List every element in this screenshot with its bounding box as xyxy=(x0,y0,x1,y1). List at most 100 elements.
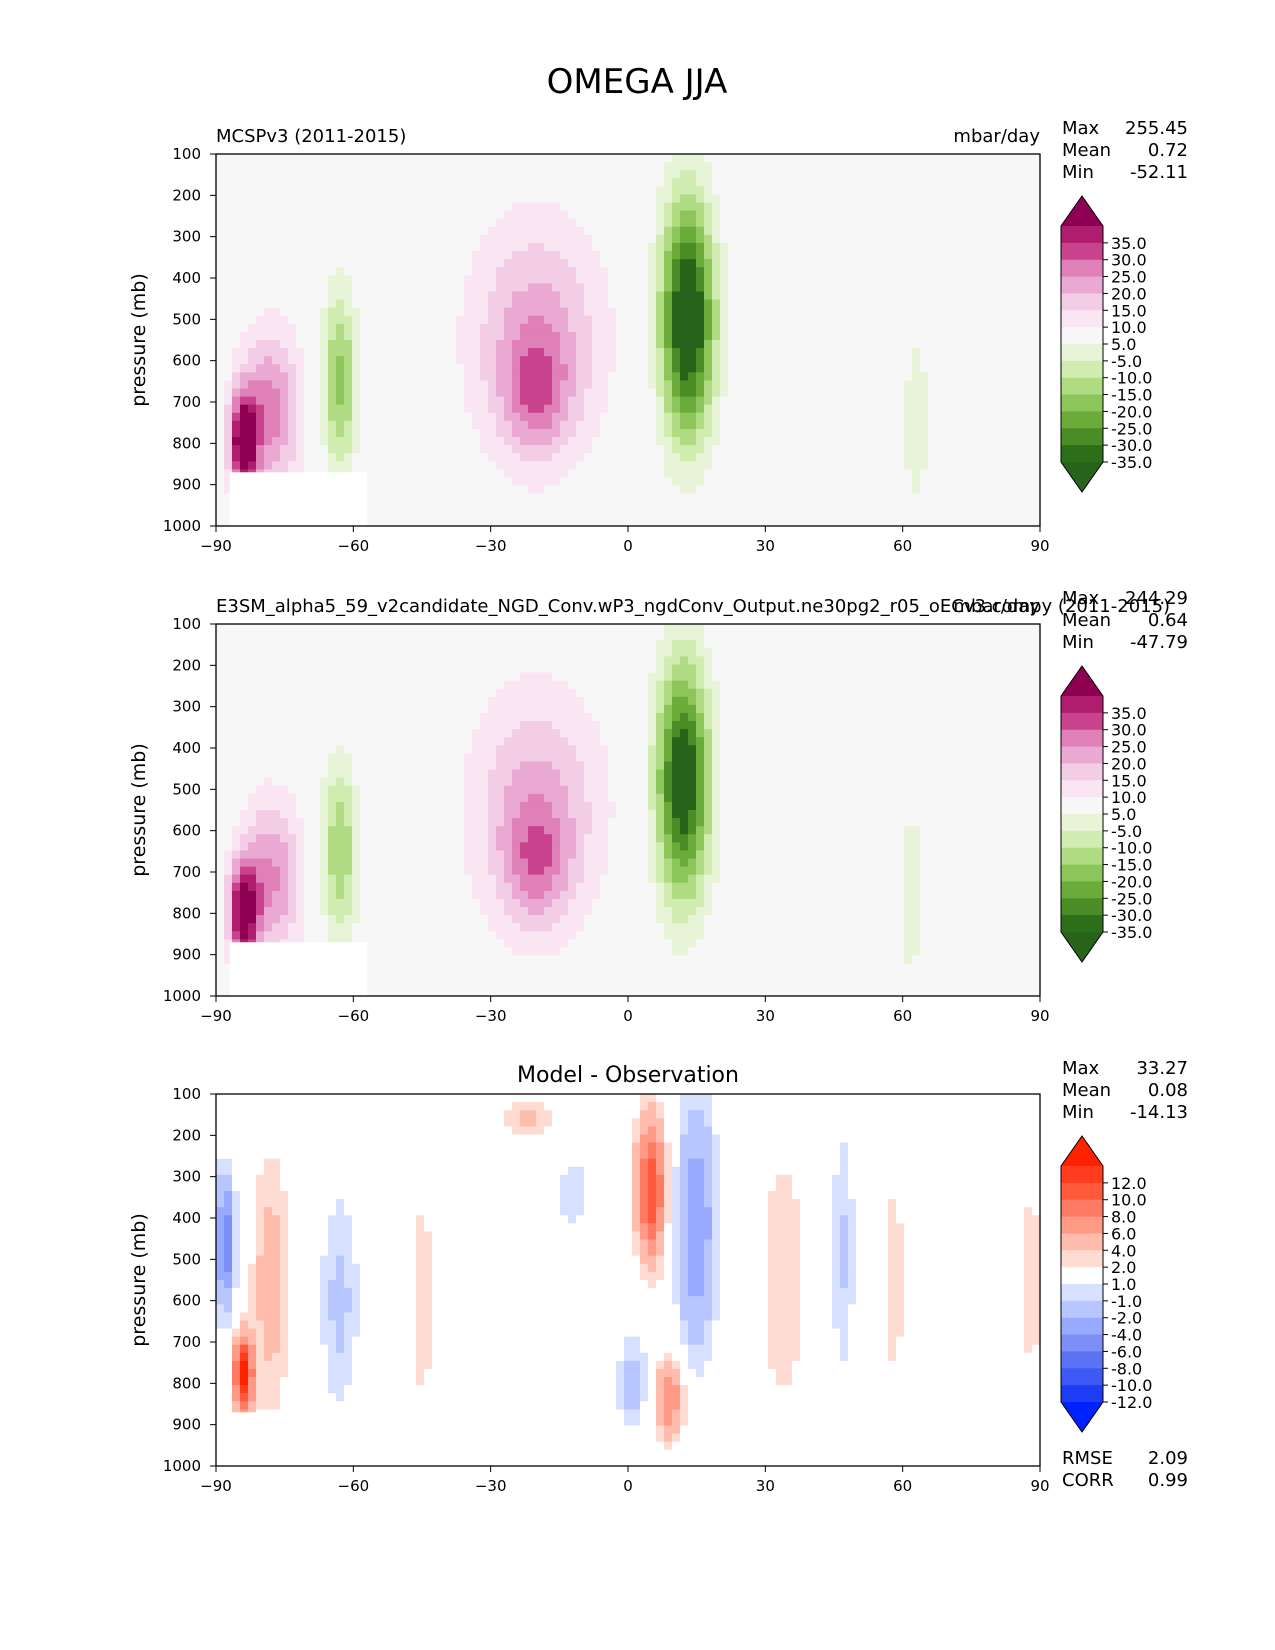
field-cell xyxy=(680,517,689,527)
field-cell xyxy=(384,404,393,414)
field-cell xyxy=(784,291,793,301)
field-cell xyxy=(448,420,457,430)
field-cell xyxy=(448,162,457,171)
field-cell xyxy=(664,291,673,301)
field-cell xyxy=(392,517,401,527)
field-cell xyxy=(520,420,529,430)
field-cell xyxy=(712,372,721,382)
field-cell xyxy=(256,186,265,196)
field-cell xyxy=(480,356,489,365)
field-cell xyxy=(600,461,609,470)
field-cell xyxy=(1024,445,1033,454)
field-cell xyxy=(224,259,233,268)
field-cell xyxy=(704,251,713,260)
field-cell xyxy=(448,283,457,293)
field-cell xyxy=(1008,428,1017,438)
field-cell xyxy=(624,420,633,430)
field-cell xyxy=(840,624,849,633)
field-cell xyxy=(1024,283,1033,293)
field-cell xyxy=(728,251,737,260)
field-cell xyxy=(800,283,809,293)
field-cell xyxy=(344,275,353,284)
field-cell xyxy=(400,307,409,317)
field-cell xyxy=(440,388,449,398)
field-cell xyxy=(240,299,249,309)
field-cell xyxy=(928,340,937,349)
field-cell xyxy=(552,517,561,527)
field-cell xyxy=(512,632,521,641)
field-cell xyxy=(512,299,521,309)
field-cell xyxy=(640,267,649,276)
field-cell xyxy=(760,251,769,260)
field-cell xyxy=(624,469,633,479)
field-cell xyxy=(968,453,977,462)
field-cell xyxy=(680,437,689,446)
field-cell xyxy=(568,315,577,325)
field-cell xyxy=(560,517,569,527)
field-cell xyxy=(400,469,409,479)
field-cell xyxy=(376,194,385,204)
field-cell xyxy=(384,412,393,422)
field-cell xyxy=(432,404,441,414)
field-cell xyxy=(256,315,265,325)
field-cell xyxy=(848,461,857,470)
field-cell xyxy=(856,396,865,406)
field-cell xyxy=(992,493,1001,503)
field-cell xyxy=(264,437,273,446)
field-cell xyxy=(432,388,441,398)
field-cell xyxy=(232,364,241,373)
field-cell xyxy=(456,356,465,365)
field-cell xyxy=(824,453,833,462)
field-cell xyxy=(952,624,961,633)
field-cell xyxy=(920,275,929,284)
field-cell xyxy=(848,202,857,212)
field-cell xyxy=(888,437,897,446)
field-cell xyxy=(248,226,257,236)
field-cell xyxy=(872,404,881,414)
field-cell xyxy=(960,428,969,438)
field-cell xyxy=(520,404,529,414)
field-cell xyxy=(632,340,641,349)
field-cell xyxy=(336,364,345,373)
field-cell xyxy=(424,331,433,341)
field-cell xyxy=(248,428,257,438)
field-cell xyxy=(760,307,769,317)
colorbar-segment xyxy=(1061,394,1103,412)
field-cell xyxy=(440,412,449,422)
field-cell xyxy=(392,194,401,204)
field-cell xyxy=(632,348,641,357)
field-cell xyxy=(952,202,961,212)
field-cell xyxy=(848,412,857,422)
field-cell xyxy=(424,267,433,276)
y-tick-label: 500 xyxy=(172,310,201,328)
field-cell xyxy=(608,162,617,171)
field-cell xyxy=(728,307,737,317)
field-cell xyxy=(376,356,385,365)
field-cell xyxy=(816,331,825,341)
field-cell xyxy=(328,428,337,438)
field-cell xyxy=(232,267,241,276)
field-cell xyxy=(672,323,681,333)
y-tick-label: 600 xyxy=(172,352,201,370)
field-cell xyxy=(552,372,561,382)
field-cell xyxy=(608,348,617,357)
field-cell xyxy=(376,428,385,438)
field-cell xyxy=(952,501,961,511)
field-cell xyxy=(608,461,617,470)
field-cell xyxy=(440,437,449,446)
field-cell xyxy=(376,485,385,495)
field-cell xyxy=(616,356,625,365)
field-cell xyxy=(592,267,601,276)
field-cell xyxy=(328,170,337,179)
field-cell xyxy=(704,170,713,179)
field-cell xyxy=(424,485,433,495)
field-cell xyxy=(672,170,681,179)
field-cell xyxy=(528,477,537,487)
field-cell xyxy=(888,348,897,357)
field-cell xyxy=(408,388,417,398)
field-cell xyxy=(920,315,929,325)
field-cell xyxy=(504,364,513,373)
field-cell xyxy=(864,445,873,454)
field-cell xyxy=(840,307,849,317)
field-cell xyxy=(384,420,393,430)
